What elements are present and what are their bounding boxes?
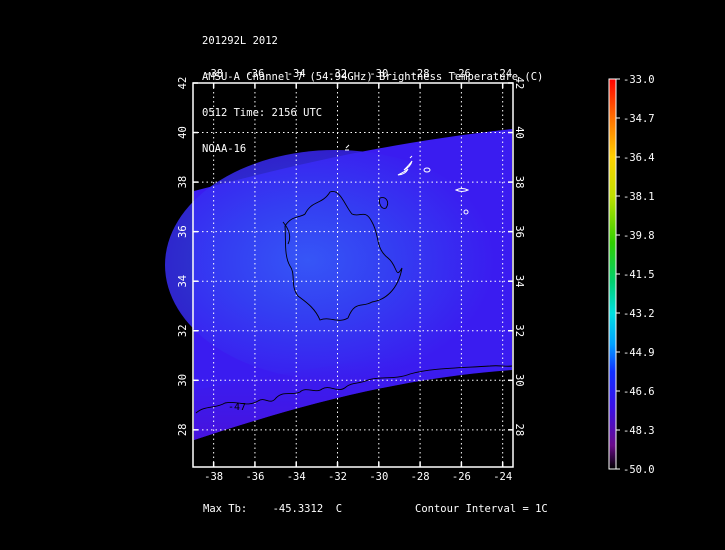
colorbar-label: -36.4 bbox=[623, 152, 655, 164]
contour-core bbox=[284, 191, 403, 321]
latitude-labels-left: 28 30 32 34 36 38 40 42 bbox=[177, 77, 189, 436]
lon-label-top: -34 bbox=[287, 68, 306, 80]
lat-label-left: 42 bbox=[177, 77, 189, 90]
colorbar-gradient bbox=[609, 79, 616, 469]
lon-label-bottom: -26 bbox=[452, 471, 471, 483]
longitude-labels-bottom: -38 -36 -34 -32 -30 -28 -26 -24 bbox=[204, 471, 512, 483]
lat-label-left: 32 bbox=[177, 324, 189, 337]
max-tb-unit: C bbox=[335, 503, 343, 515]
satellite-swath bbox=[165, 129, 512, 440]
lat-label-left: 38 bbox=[177, 176, 189, 189]
colorbar: -33.0 -34.7 -36.4 -38.1 -39.8 -41.5 -43.2 -44.9… bbox=[608, 74, 655, 476]
colorbar-label: -33.0 bbox=[623, 74, 655, 86]
lon-label-bottom: -30 bbox=[369, 471, 388, 483]
colorbar-label: -34.7 bbox=[623, 113, 655, 125]
colorbar-label: -44.9 bbox=[623, 347, 655, 359]
max-tb-label: Max Tb: bbox=[203, 503, 248, 515]
lat-label-right: 42 bbox=[513, 77, 525, 90]
lon-label-bottom: -28 bbox=[411, 471, 430, 483]
temperature-contours bbox=[195, 191, 513, 414]
image-header: 201292L 2012 AMSU-A Channel 7 (54.94GHz)… bbox=[202, 11, 543, 167]
lat-label-right: 34 bbox=[513, 275, 525, 288]
colorbar-labels: -33.0 -34.7 -36.4 -38.1 -39.8 -41.5 -43.2 -44.9… bbox=[616, 74, 655, 476]
lat-label-left: 28 bbox=[177, 424, 189, 437]
lon-label-top: -32 bbox=[328, 68, 347, 80]
lat-label-right: 38 bbox=[513, 176, 525, 189]
lat-label-left: 36 bbox=[177, 225, 189, 238]
header-storm-id: 201292L 2012 bbox=[202, 35, 278, 47]
header-time: 0512 Time: 2156 UTC bbox=[202, 107, 323, 119]
lat-label-right: 30 bbox=[513, 374, 525, 387]
lon-label-top: -36 bbox=[245, 68, 264, 80]
header-satellite: NOAA-16 bbox=[202, 143, 247, 155]
lon-label-top: -38 bbox=[204, 68, 223, 80]
lon-label-top: -26 bbox=[452, 68, 471, 80]
colorbar-label: -41.5 bbox=[623, 269, 655, 281]
header-channel-title: AMSU-A Channel 7 (54.94GHz) Brightness T… bbox=[202, 71, 544, 83]
lat-lon-grid bbox=[193, 82, 513, 467]
lon-label-top: -30 bbox=[369, 68, 388, 80]
lon-label-bottom: -32 bbox=[328, 471, 347, 483]
lat-label-left: 30 bbox=[177, 374, 189, 387]
colorbar-label: -38.1 bbox=[623, 191, 655, 203]
contour-inner-small bbox=[379, 197, 389, 209]
contour-south-47 bbox=[195, 365, 513, 414]
lon-label-top: -28 bbox=[411, 68, 430, 80]
latitude-labels-right: 28 30 32 34 36 38 40 42 bbox=[513, 77, 525, 436]
lon-label-top: -24 bbox=[493, 68, 512, 80]
lon-label-bottom: -34 bbox=[287, 471, 306, 483]
lat-label-right: 28 bbox=[513, 424, 525, 437]
swath-core-warm bbox=[165, 150, 505, 380]
lat-label-left: 34 bbox=[177, 275, 189, 288]
colorbar-label: -50.0 bbox=[623, 464, 655, 476]
longitude-labels-top: -38 -36 -34 -32 -30 -28 -26 -24 bbox=[204, 68, 512, 80]
lat-label-right: 40 bbox=[513, 126, 525, 139]
colorbar-label: -43.2 bbox=[623, 308, 655, 320]
contour-left-spur bbox=[282, 221, 291, 245]
colorbar-label: -46.6 bbox=[623, 386, 655, 398]
max-tb-readout: Max Tb: -45.3312 C bbox=[203, 503, 342, 515]
max-tb-value: -45.3312 bbox=[272, 503, 324, 515]
lat-label-right: 32 bbox=[513, 324, 525, 337]
lon-label-bottom: -38 bbox=[204, 471, 223, 483]
white-contour-islands bbox=[345, 144, 470, 215]
axis-ticks bbox=[193, 82, 513, 467]
map-frame bbox=[192, 82, 514, 468]
colorbar-label: -48.3 bbox=[623, 425, 655, 437]
contour-label: -47 bbox=[228, 402, 246, 413]
contour-interval-text: Contour Interval = 1C bbox=[415, 503, 548, 515]
lat-label-left: 40 bbox=[177, 126, 189, 139]
colorbar-label: -39.8 bbox=[623, 230, 655, 242]
lat-label-right: 36 bbox=[513, 225, 525, 238]
lon-label-bottom: -24 bbox=[493, 471, 512, 483]
swath-southern-edge bbox=[194, 350, 512, 440]
lon-label-bottom: -36 bbox=[245, 471, 264, 483]
